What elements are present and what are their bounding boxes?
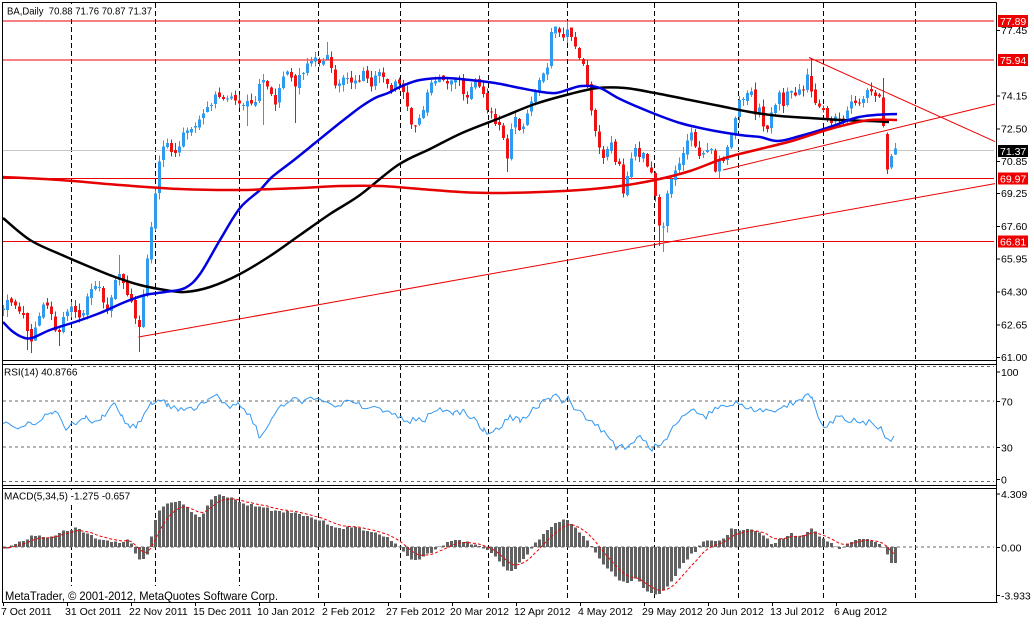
svg-text:MACD(5,34,5) -1.275 -0.657: MACD(5,34,5) -1.275 -0.657 — [4, 492, 131, 503]
svg-text:62.65: 62.65 — [1001, 319, 1027, 331]
svg-text:66.81: 66.81 — [1000, 237, 1026, 249]
svg-text:100: 100 — [1001, 367, 1019, 379]
svg-text:31 Oct 2011: 31 Oct 2011 — [65, 606, 122, 618]
svg-text:27 Feb 2012: 27 Feb 2012 — [386, 606, 445, 618]
svg-text:MetaTrader, © 2001-2012, MetaQ: MetaTrader, © 2001-2012, MetaQuotes Soft… — [5, 589, 278, 603]
svg-text:4 May 2012: 4 May 2012 — [578, 606, 633, 618]
svg-text:0.00: 0.00 — [1001, 543, 1022, 555]
svg-text:15 Dec 2011: 15 Dec 2011 — [193, 606, 252, 618]
svg-text:29 May 2012: 29 May 2012 — [642, 606, 703, 618]
svg-text:RSI(14) 40.8766: RSI(14) 40.8766 — [4, 368, 78, 379]
svg-text:74.15: 74.15 — [1001, 91, 1027, 103]
svg-text:72.50: 72.50 — [1001, 123, 1027, 135]
svg-text:77.89: 77.89 — [1000, 16, 1026, 28]
svg-text:10 Jan 2012: 10 Jan 2012 — [257, 606, 315, 618]
svg-text:0: 0 — [1001, 475, 1007, 487]
svg-text:69.97: 69.97 — [1000, 174, 1026, 186]
svg-text:4.309: 4.309 — [1001, 489, 1027, 501]
svg-text:75.94: 75.94 — [1000, 55, 1026, 67]
svg-text:BA,Daily 70.88 71.76 70.87 71: BA,Daily 70.88 71.76 70.87 71.37 — [7, 6, 152, 17]
svg-text:67.60: 67.60 — [1001, 221, 1027, 233]
svg-text:77.45: 77.45 — [1001, 25, 1027, 37]
svg-text:70.85: 70.85 — [1001, 156, 1027, 168]
svg-text:20 Jun 2012: 20 Jun 2012 — [706, 606, 764, 618]
svg-text:7 Oct 2011: 7 Oct 2011 — [1, 606, 52, 618]
svg-text:65.95: 65.95 — [1001, 254, 1027, 266]
svg-text:70: 70 — [1001, 396, 1013, 408]
svg-text:61.00: 61.00 — [1001, 352, 1027, 364]
svg-text:71.37: 71.37 — [1000, 146, 1026, 158]
svg-text:30: 30 — [1001, 442, 1013, 454]
svg-text:64.30: 64.30 — [1001, 287, 1027, 299]
svg-text:20 Mar 2012: 20 Mar 2012 — [450, 606, 509, 618]
svg-text:69.25: 69.25 — [1001, 188, 1027, 200]
svg-text:12 Apr 2012: 12 Apr 2012 — [514, 606, 571, 618]
svg-text:13 Jul 2012: 13 Jul 2012 — [770, 606, 824, 618]
svg-text:6 Aug 2012: 6 Aug 2012 — [834, 606, 887, 618]
svg-text:2 Feb 2012: 2 Feb 2012 — [322, 606, 375, 618]
svg-text:22 Nov 2011: 22 Nov 2011 — [129, 606, 188, 618]
svg-text:-3.933: -3.933 — [1001, 590, 1031, 602]
